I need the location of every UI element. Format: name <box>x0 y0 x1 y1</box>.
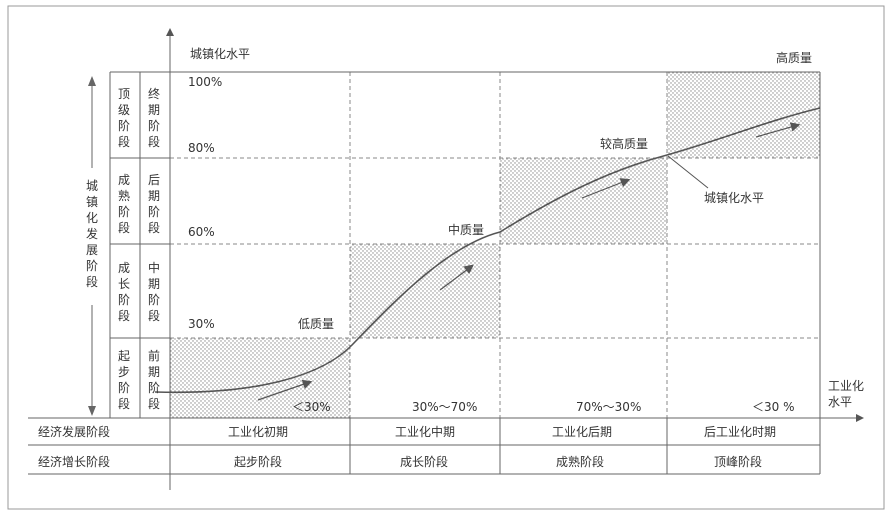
row-header-development: 经济发展阶段 <box>38 424 110 439</box>
left-axis-title: 城 镇 化 发 展 阶 段 <box>86 179 98 289</box>
x-axis-title-line1: 工业化 <box>828 379 864 393</box>
svg-text:展: 展 <box>86 243 98 257</box>
svg-text:段: 段 <box>148 220 160 235</box>
outer-border <box>7 5 885 510</box>
svg-text:顶: 顶 <box>118 87 130 101</box>
stage-group-start: 起 步 阶 段 前 期 阶 段 <box>118 348 160 411</box>
cell-industrial-mid: 工业化中期 <box>395 424 455 439</box>
svg-text:成: 成 <box>118 261 130 275</box>
percent-60: 60% <box>188 225 215 239</box>
svg-text:长: 长 <box>118 277 130 291</box>
stage-group-top: 顶 级 阶 段 终 期 阶 段 <box>118 86 160 149</box>
svg-text:终: 终 <box>148 86 160 101</box>
range-below-30-post: ＜30 % <box>752 400 795 414</box>
curve-label-pointer <box>667 155 709 189</box>
svg-text:阶: 阶 <box>148 205 160 219</box>
svg-text:段: 段 <box>118 308 130 323</box>
svg-text:阶: 阶 <box>148 293 160 307</box>
shade-peak-stage <box>667 72 820 158</box>
development-stage-double-arrow <box>88 76 96 416</box>
svg-text:后: 后 <box>148 173 160 187</box>
shade-mature-stage <box>500 158 667 244</box>
svg-text:阶: 阶 <box>118 293 130 307</box>
cell-post-industrial: 后工业化时期 <box>704 425 776 439</box>
svg-text:段: 段 <box>86 274 98 289</box>
quality-mid: 中质量 <box>448 222 484 237</box>
range-below-30: ＜30% <box>292 400 331 414</box>
range-30-70: 30%～70% <box>412 400 477 414</box>
svg-text:镇: 镇 <box>86 195 98 209</box>
plot-frame <box>109 71 821 474</box>
svg-text:阶: 阶 <box>148 119 160 133</box>
svg-text:城: 城 <box>86 179 98 193</box>
y-axis-title: 城镇化水平 <box>190 47 250 61</box>
cell-mature-stage: 成熟阶段 <box>556 454 604 469</box>
curve-label: 城镇化水平 <box>704 191 764 205</box>
x-axis-title-line2: 水平 <box>828 395 852 409</box>
percent-80: 80% <box>188 141 215 155</box>
quality-higher: 较高质量 <box>600 136 648 151</box>
quality-low: 低质量 <box>298 317 334 331</box>
svg-text:段: 段 <box>148 134 160 149</box>
svg-text:步: 步 <box>118 365 130 379</box>
svg-text:发: 发 <box>86 226 98 241</box>
stage-group-growth: 成 长 阶 段 中 期 阶 段 <box>118 260 160 323</box>
svg-text:段: 段 <box>148 396 160 411</box>
svg-text:期: 期 <box>148 365 160 379</box>
svg-text:前: 前 <box>148 348 160 363</box>
svg-text:段: 段 <box>148 308 160 323</box>
range-70-30: 70%～30% <box>576 400 641 414</box>
quality-high: 高质量 <box>776 50 812 65</box>
svg-text:段: 段 <box>118 220 130 235</box>
svg-text:期: 期 <box>148 103 160 117</box>
shade-start-stage <box>170 338 350 418</box>
cell-industrial-late: 工业化后期 <box>552 425 612 439</box>
svg-text:阶: 阶 <box>148 381 160 395</box>
percent-30: 30% <box>188 317 215 331</box>
dashed-grid <box>170 72 820 418</box>
cell-peak-stage: 顶峰阶段 <box>714 454 762 469</box>
cell-growth-stage: 成长阶段 <box>400 454 448 469</box>
trend-arrows <box>257 122 801 401</box>
svg-text:化: 化 <box>86 211 98 225</box>
svg-text:阶: 阶 <box>86 259 98 273</box>
svg-text:成: 成 <box>118 173 130 187</box>
svg-text:阶: 阶 <box>118 205 130 219</box>
svg-text:阶: 阶 <box>118 119 130 133</box>
stage-table-grid <box>28 418 820 475</box>
stage-group-mature: 成 熟 阶 段 后 期 阶 段 <box>118 173 160 235</box>
svg-text:起: 起 <box>118 349 130 363</box>
svg-text:期: 期 <box>148 277 160 291</box>
svg-text:中: 中 <box>148 260 160 275</box>
svg-text:段: 段 <box>118 134 130 149</box>
svg-text:熟: 熟 <box>118 188 130 203</box>
svg-text:期: 期 <box>148 189 160 203</box>
svg-text:阶: 阶 <box>118 381 130 395</box>
row-header-growth: 经济增长阶段 <box>38 454 110 469</box>
cell-start-stage: 起步阶段 <box>234 454 282 469</box>
urbanization-curve <box>154 107 821 394</box>
svg-text:级: 级 <box>118 103 130 117</box>
percent-100: 100% <box>188 75 222 89</box>
svg-text:段: 段 <box>118 396 130 411</box>
cell-industrial-early: 工业化初期 <box>228 425 288 439</box>
